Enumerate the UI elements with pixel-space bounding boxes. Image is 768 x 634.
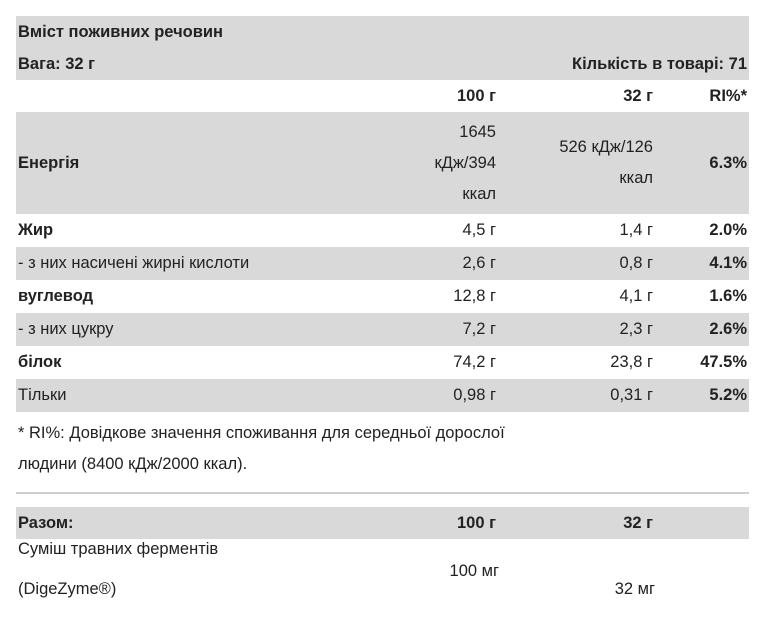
energy-ri: 6.3% (709, 153, 747, 172)
row-label: - з них цукру (18, 320, 114, 338)
energy-per100-line1: 1645 (459, 122, 496, 141)
row-ri: 2.6% (709, 320, 747, 338)
row-label: Тільки (18, 386, 67, 404)
row-ri: 47.5% (700, 353, 747, 371)
energy-serving-line1: 526 кДж/126 (559, 138, 653, 156)
enzyme-row: Суміш травних ферментів (DigeZyme®) 100 … (16, 538, 749, 608)
column-header-100g: 100 г (457, 86, 496, 105)
energy-per100: 1645 кДж/394 ккал (378, 117, 496, 210)
table-row: Жир 4,5 г 1,4 г 2.0% (16, 214, 749, 247)
table-row: білок 74,2 г 23,8 г 47.5% (16, 346, 749, 379)
column-header-row: 100 г 32 г RI%* (16, 80, 749, 112)
enzyme-per100: 100 мг (449, 562, 499, 580)
energy-per100-line3: ккал (462, 184, 496, 203)
nutrition-table: Вміст поживних речовин Вага: 32 г Кількі… (16, 16, 749, 480)
row-per100: 74,2 г (453, 353, 496, 371)
row-per100: 4,5 г (462, 221, 496, 239)
ri-footnote-line2: людини (8400 кДж/2000 ккал). (18, 455, 248, 473)
table-row: вуглевод 12,8 г 4,1 г 1.6% (16, 280, 749, 313)
summary-header-row: Разом: 100 г 32 г (16, 507, 749, 539)
summary-label: Разом: (18, 513, 74, 532)
row-per100: 0,98 г (453, 386, 496, 404)
row-ri: 1.6% (709, 287, 747, 305)
energy-row: Енергія 1645 кДж/394 ккал 526 кДж/126 кк… (16, 112, 749, 214)
ri-footnote-line1: * RI%: Довідкове значення споживання для… (18, 424, 505, 442)
summary-table: Разом: 100 г 32 г (16, 507, 749, 539)
row-label: - з них насичені жирні кислоти (18, 254, 250, 272)
row-per100: 12,8 г (453, 287, 496, 305)
row-per-serving: 4,1 г (619, 287, 653, 305)
enzyme-name-line1: Суміш травних ферментів (18, 540, 219, 558)
row-ri: 5.2% (709, 386, 747, 404)
row-per100: 2,6 г (462, 254, 496, 272)
column-header-ri: RI%* (709, 86, 747, 105)
enzyme-per-serving: 32 мг (614, 580, 655, 598)
enzyme-name-line2: (DigeZyme®) (18, 580, 117, 598)
ri-footnote: * RI%: Довідкове значення споживання для… (16, 412, 749, 480)
summary-per-serving: 32 г (623, 513, 653, 532)
column-header-serving: 32 г (623, 86, 653, 105)
table-row: - з них цукру 7,2 г 2,3 г 2.6% (16, 313, 749, 346)
section-divider (16, 492, 749, 494)
servings-label: Кількість в товарі: 71 (572, 54, 747, 73)
row-per-serving: 23,8 г (610, 353, 653, 371)
row-label: білок (18, 353, 62, 371)
row-label: Жир (18, 221, 54, 239)
row-per-serving: 0,8 г (619, 254, 653, 272)
row-per-serving: 2,3 г (619, 320, 653, 338)
table-title: Вміст поживних речовин (18, 22, 223, 41)
weight-row: Вага: 32 г Кількість в товарі: 71 (16, 48, 749, 80)
energy-label: Енергія (18, 153, 80, 172)
energy-per-serving: 526 кДж/126 ккал (496, 132, 653, 194)
row-per-serving: 0,31 г (610, 386, 653, 404)
energy-per100-line2: кДж/394 (434, 153, 496, 172)
table-title-row: Вміст поживних речовин (16, 16, 749, 48)
row-label: вуглевод (18, 287, 94, 305)
energy-serving-line2: ккал (619, 169, 653, 187)
row-per100: 7,2 г (462, 320, 496, 338)
summary-per100: 100 г (457, 513, 496, 532)
weight-label: Вага: 32 г (18, 54, 96, 73)
table-row: Тільки 0,98 г 0,31 г 5.2% (16, 379, 749, 412)
table-row: - з них насичені жирні кислоти 2,6 г 0,8… (16, 247, 749, 280)
row-ri: 2.0% (709, 221, 747, 239)
row-per-serving: 1,4 г (619, 221, 653, 239)
row-ri: 4.1% (709, 254, 747, 272)
